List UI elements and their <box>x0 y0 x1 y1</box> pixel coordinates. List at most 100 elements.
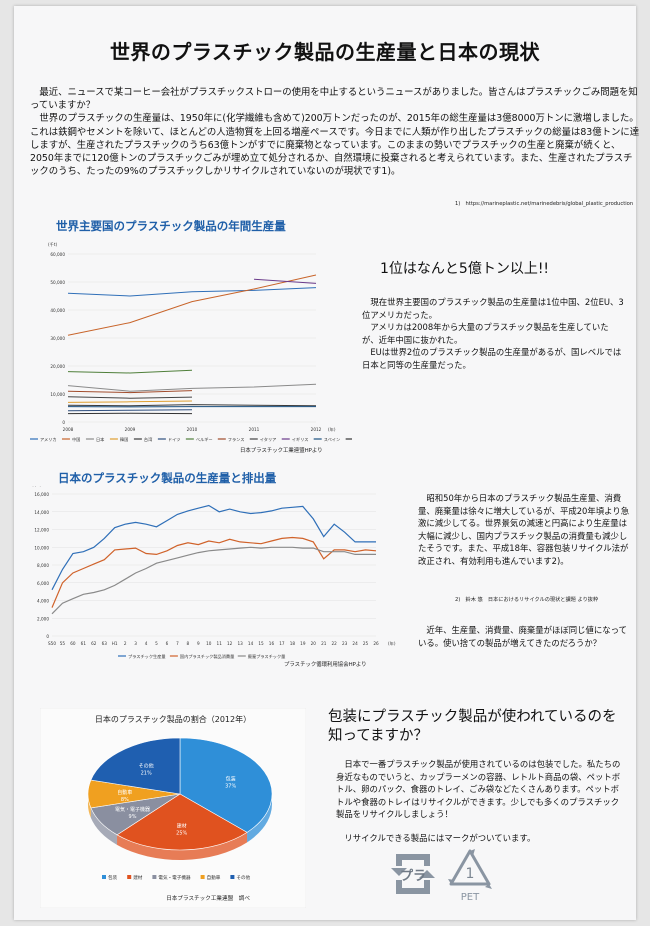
y-tick-label: 0 <box>62 420 65 425</box>
series-line <box>67 390 193 394</box>
y-tick-label: 2,000 <box>37 616 49 621</box>
y-tick-label: 40,000 <box>50 308 65 313</box>
x-tick-label: 18 <box>290 641 296 646</box>
x-tick-label: 15 <box>258 641 264 646</box>
chart-source: プラスチック循環利用協会HPより <box>284 660 367 668</box>
x-tick-label: 2010 <box>187 427 198 432</box>
x-tick-label: 14 <box>248 641 254 646</box>
legend-label: 廃棄プラスチック量 <box>248 653 286 660</box>
y-tick-label: 6,000 <box>37 581 49 586</box>
pie-data-label: 21% <box>141 770 152 776</box>
legend-swatch <box>102 875 106 879</box>
section3-body2: リサイクルできる製品にはマークがついています。 <box>336 833 536 843</box>
y-tick-label: 10,000 <box>34 545 49 550</box>
x-tick-label: 26 <box>373 641 379 646</box>
legend-label: その他 <box>236 874 250 881</box>
x-axis-unit: (年) <box>328 426 336 433</box>
legend-label: 自動車 <box>207 874 221 881</box>
pie-slice-side <box>90 807 118 845</box>
pie-data-label: 電気・電子機器 <box>115 806 150 813</box>
legend-label: 台湾 <box>144 436 152 443</box>
x-tick-label: 25 <box>363 641 369 646</box>
pie-data-label: その他 <box>139 762 154 769</box>
legend-swatch <box>127 875 132 879</box>
y-axis-unit: (千t) <box>32 486 41 488</box>
x-tick-label: 3 <box>134 641 137 646</box>
japan-chart-title: 日本のプラスチック製品の生産量と排出量 <box>58 471 277 485</box>
x-tick-label: 23 <box>342 641 348 646</box>
pie-source: 日本プラスチック工業連盟 調べ <box>166 894 250 902</box>
pie-data-label: 建材 <box>177 823 187 830</box>
x-tick-label: 21 <box>321 641 327 646</box>
x-tick-label: 2011 <box>249 427 260 432</box>
y-tick-label: 16,000 <box>34 492 49 497</box>
x-tick-label: 9 <box>197 641 200 646</box>
series-line <box>67 369 193 374</box>
y-tick-label: 30,000 <box>50 336 65 341</box>
pie-slice <box>179 737 273 833</box>
legend-swatch <box>230 875 235 879</box>
legend-label: 中国 <box>72 436 80 443</box>
x-tick-label: 12 <box>227 641 233 646</box>
legend-label: 韓国 <box>120 436 128 443</box>
y-tick-label: 20,000 <box>50 364 65 369</box>
y-tick-label: 8,000 <box>37 563 49 568</box>
x-tick-label: S50 <box>48 641 56 646</box>
legend-label: ドイツ <box>168 437 181 442</box>
x-tick-label: 2 <box>124 641 127 646</box>
series-line <box>51 546 376 615</box>
section3-heading: 包装にプラスチック製品が使われているのを知ってますか？ <box>328 709 617 744</box>
legend-label: 国内プラスチック製品消費量 <box>180 653 234 660</box>
x-tick-label: 8 <box>187 641 190 646</box>
chart-source: 日本プラスチック工業連盟HPより <box>240 446 323 454</box>
pie-data-label: 25% <box>176 831 187 837</box>
pie-slice <box>90 737 181 795</box>
pie-slice-side <box>117 832 248 860</box>
x-tick-label: 62 <box>91 641 97 646</box>
series-line <box>67 409 193 412</box>
pet-recycle-label: PET <box>461 892 480 903</box>
pie-data-label: 37% <box>225 784 236 790</box>
pie-title: 日本のプラスチック製品の割合（2012年） <box>95 714 251 724</box>
y-tick-label: 50,000 <box>50 280 65 285</box>
x-tick-label: 6 <box>166 641 169 646</box>
section1-heading: 1位はなんと5億トン以上!! <box>380 261 550 277</box>
legend-label: スペイン <box>324 437 340 442</box>
y-tick-label: 60,000 <box>50 252 65 257</box>
y-tick-label: 4,000 <box>37 599 49 604</box>
x-tick-label: 24 <box>352 641 358 646</box>
pie-data-label: 8% <box>121 797 129 803</box>
legend-label: イタリア <box>260 436 277 443</box>
x-tick-label: 2008 <box>63 427 74 432</box>
y-tick-label: 10,000 <box>50 392 65 397</box>
y-tick-label: 14,000 <box>34 510 49 515</box>
legend-label: 建材 <box>133 874 143 881</box>
plastic-recycle-icon: プラ <box>391 854 435 894</box>
pie-data-label: 包装 <box>226 776 236 783</box>
world-chart-title: 世界主要国のプラスチック製品の年間生産量 <box>56 219 286 233</box>
series-line <box>253 278 317 284</box>
pie-slice <box>116 793 248 851</box>
poster-title: 世界のプラスチック製品の生産量と日本の現状 <box>109 40 541 64</box>
series-line <box>67 383 317 392</box>
x-axis-unit: (年) <box>388 640 396 647</box>
series-line <box>51 536 377 608</box>
pet-recycle-icon: 1 PET <box>448 849 492 903</box>
source-note-2: 2) 鈴木 悠 日本におけるリサイクルの現状と課題 より抜粋 <box>455 597 599 603</box>
section1-body: 現在世界主要国のプラスチック製品の生産量は1位中国、2位EU、3位アメリカだった… <box>362 297 624 370</box>
series-line <box>67 287 317 297</box>
y-tick-label: 0 <box>46 634 49 639</box>
x-tick-label: 63 <box>102 641 108 646</box>
x-tick-label: 2012 <box>311 427 322 432</box>
series-line <box>67 404 317 407</box>
pet-recycle-number: 1 <box>466 866 475 882</box>
x-tick-label: 22 <box>332 641 338 646</box>
section3-body: 日本で一番プラスチック製品が使用されているのは包装でした。私たちの身近なものでい… <box>336 759 621 820</box>
world-production-chart: 0 10,000 20,000 30,000 40,000 50,000 60,000 (千t… <box>30 241 352 454</box>
x-tick-label: 7 <box>176 641 179 646</box>
intro-paragraph: 最近、ニュースで某コーヒー会社がプラスチックストローの使用を中止するというニュー… <box>30 87 640 178</box>
x-tick-label: 11 <box>217 641 223 646</box>
x-tick-label: 13 <box>237 641 243 646</box>
x-tick-label: 60 <box>70 641 76 646</box>
legend-swatch <box>200 875 205 879</box>
